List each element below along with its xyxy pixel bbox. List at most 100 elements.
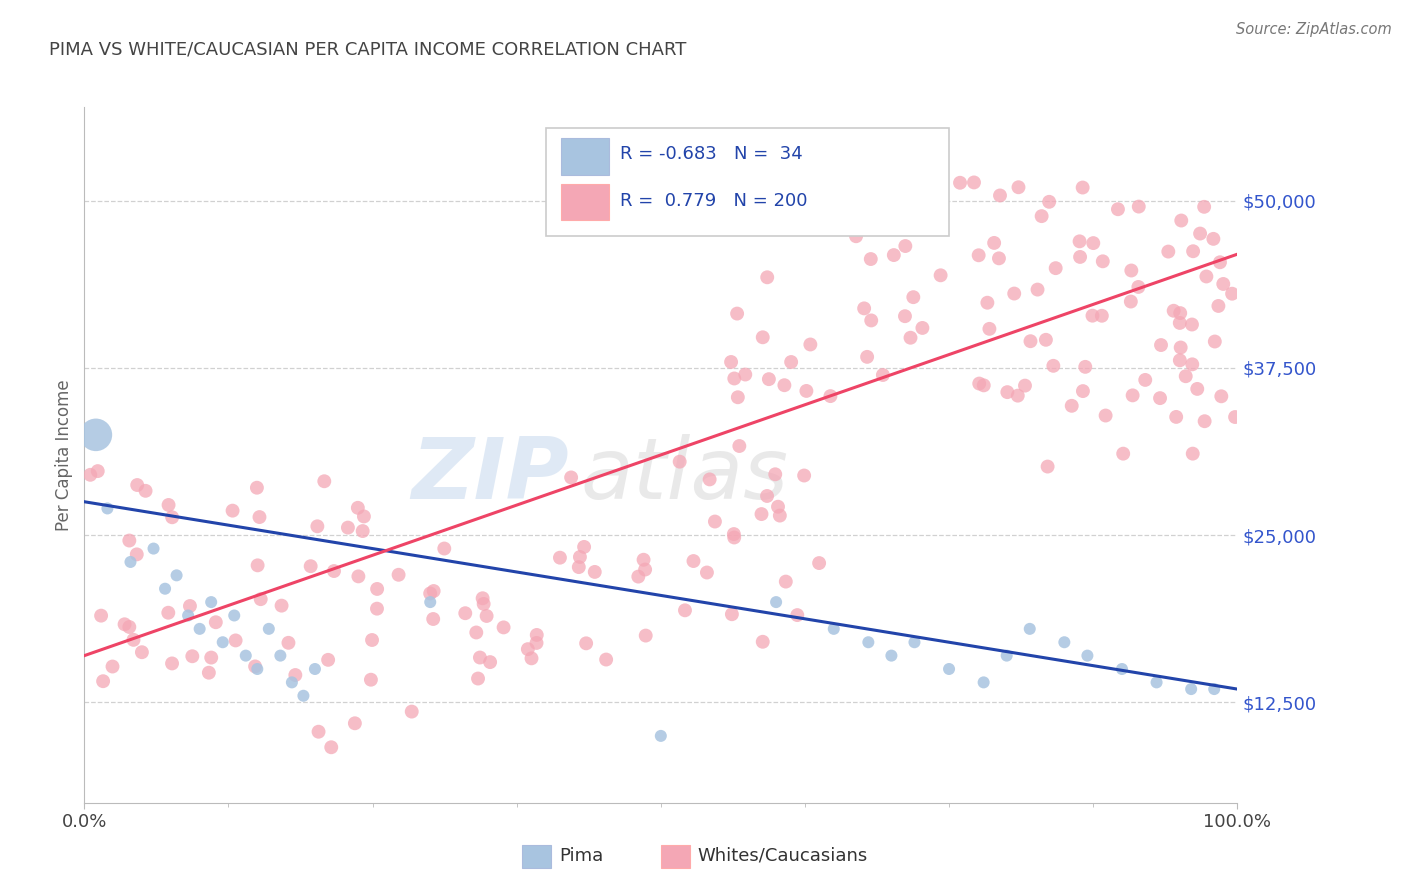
Point (634, 629, 657, 643)
Point (1002, 286, 1025, 301)
Point (907, 222, 929, 236)
Point (314, 475, 336, 489)
Point (856, 350, 879, 364)
Point (1119, 294, 1142, 309)
Point (188, 622, 211, 636)
Point (911, 321, 934, 335)
Point (211, 635, 233, 649)
Point (79, 467, 101, 482)
Point (988, 188, 1011, 202)
Point (347, 500, 370, 515)
Point (633, 553, 655, 567)
Point (1168, 316, 1191, 330)
Point (479, 655, 502, 669)
Point (353, 509, 375, 524)
Point (1150, 338, 1173, 352)
Point (316, 653, 339, 667)
Point (938, 662, 960, 676)
Point (225, 633, 247, 648)
Point (366, 582, 388, 596)
Point (127, 478, 149, 492)
Point (634, 562, 657, 576)
Point (721, 607, 744, 622)
Point (422, 612, 444, 626)
Point (1026, 283, 1049, 297)
Point (845, 229, 868, 244)
Point (87, 464, 110, 478)
Point (157, 498, 180, 512)
Point (765, 595, 787, 609)
Point (1208, 299, 1230, 313)
Point (575, 636, 598, 650)
Point (751, 330, 773, 344)
Point (1019, 334, 1042, 349)
Point (366, 601, 388, 615)
Point (347, 569, 370, 583)
Point (323, 564, 346, 578)
Point (101, 659, 124, 673)
Point (1166, 409, 1188, 424)
Point (583, 565, 606, 579)
Point (1189, 227, 1212, 241)
Point (249, 510, 271, 524)
Point (1163, 303, 1185, 318)
Point (1192, 200, 1215, 214)
Point (853, 301, 876, 316)
FancyBboxPatch shape (523, 846, 551, 868)
Point (756, 489, 779, 503)
Point (786, 608, 808, 623)
Point (1157, 244, 1180, 259)
Point (769, 508, 792, 523)
Point (1168, 353, 1191, 368)
Point (235, 648, 257, 663)
Point (492, 620, 515, 634)
Point (243, 659, 266, 673)
Text: R = -0.683   N =  34: R = -0.683 N = 34 (620, 145, 803, 163)
Point (967, 248, 990, 262)
Point (1094, 409, 1116, 423)
Point (221, 503, 243, 517)
Point (1174, 369, 1197, 384)
Point (468, 650, 491, 665)
Point (548, 550, 571, 565)
Point (820, 389, 842, 403)
Point (433, 541, 456, 556)
Point (1014, 378, 1036, 392)
Point (668, 455, 690, 469)
Point (1107, 202, 1129, 217)
Point (1209, 255, 1232, 269)
Point (142, 541, 165, 556)
Point (401, 705, 423, 719)
Point (179, 599, 201, 613)
Point (823, 622, 845, 636)
Point (1074, 359, 1097, 374)
Point (467, 672, 489, 686)
FancyBboxPatch shape (546, 128, 949, 235)
Point (834, 172, 856, 186)
Point (1053, 635, 1076, 649)
Text: Whites/Caucasians: Whites/Caucasians (697, 847, 868, 864)
Point (1212, 277, 1234, 291)
Point (90, 608, 112, 623)
Point (526, 636, 548, 650)
Point (200, 595, 222, 609)
Point (1121, 263, 1143, 277)
Point (1204, 681, 1226, 696)
Point (983, 235, 1005, 250)
Point (963, 176, 986, 190)
Point (308, 724, 330, 739)
Point (336, 520, 359, 534)
Point (1146, 675, 1168, 690)
Point (716, 178, 738, 192)
Point (1042, 359, 1064, 373)
Text: Pima: Pima (560, 847, 603, 864)
Point (751, 507, 773, 521)
Point (299, 559, 322, 574)
Point (114, 617, 136, 632)
Point (269, 648, 291, 663)
Point (200, 650, 222, 665)
Point (181, 649, 204, 664)
Point (979, 322, 1001, 336)
Point (281, 675, 304, 690)
Point (763, 467, 786, 482)
